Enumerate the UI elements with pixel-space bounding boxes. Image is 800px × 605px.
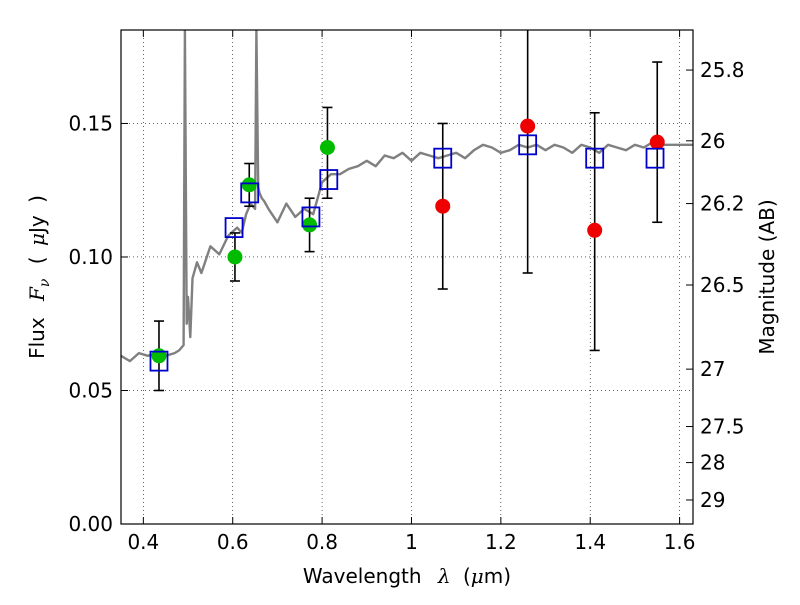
observed-nir-point <box>435 198 451 214</box>
x-axis-title-mu: μ <box>471 564 484 588</box>
y2-tick-label: 28 <box>700 451 725 475</box>
observed-optical-point <box>227 249 243 265</box>
y-axis-title-paren-open: ( <box>25 256 49 264</box>
y-tick-label: 0.15 <box>68 111 113 135</box>
errorbar-layer <box>153 30 663 392</box>
y2-tick-label: 29 <box>700 488 725 512</box>
plot-frame <box>120 29 694 525</box>
y-tick-label: 0.10 <box>68 245 113 269</box>
model-photometry-square <box>224 217 244 239</box>
y-axis-title-symbol: F <box>25 286 49 302</box>
model-photometry-square <box>240 182 260 204</box>
ticks-layer: 0.4 0.6 0.8 1 1.2 1.4 1.6 0.00 0.05 0.10 0.15 25.8 2… <box>68 30 745 554</box>
y-axis-title-word: Flux <box>25 317 49 359</box>
y-tick-label: 0.05 <box>68 378 113 402</box>
y2-tick-label: 26 <box>700 129 725 153</box>
x-tick-label: 1.2 <box>485 530 517 554</box>
y2-axis-title: Magnitude (AB) <box>755 199 779 354</box>
model-photometry-square <box>518 134 538 156</box>
y-axis-title: Flux Fν ( μJy ) <box>25 195 54 359</box>
observed-nir-point <box>587 222 603 238</box>
y-axis-title-subscript: ν <box>37 278 53 287</box>
x-axis-title-unit: m) <box>484 564 511 588</box>
model-photometry-square <box>585 147 605 169</box>
model-photometry-square <box>149 350 169 372</box>
x-tick-label: 0.6 <box>217 530 249 554</box>
y2-tick-label: 25.8 <box>700 58 745 82</box>
observed-nir-point <box>649 134 665 150</box>
grid-layer <box>121 30 693 524</box>
x-tick-label: 1.4 <box>574 530 606 554</box>
observed-optical-point <box>241 177 257 193</box>
x-tick-label: 0.4 <box>127 530 159 554</box>
model-photometry-square <box>301 206 321 228</box>
model-photometry-square <box>319 169 339 190</box>
x-tick-label: 0.8 <box>306 530 338 554</box>
y2-tick-label: 27 <box>700 357 725 381</box>
model-spectrum-line <box>121 30 693 363</box>
x-tick-label: 1.6 <box>664 530 696 554</box>
observed-optical-point <box>319 139 335 155</box>
points-layer <box>149 118 665 372</box>
model-photometry-square <box>645 147 665 169</box>
y2-tick-label: 27.5 <box>700 415 745 439</box>
x-tick-label: 1 <box>405 530 418 554</box>
y-axis-title-mu: μ <box>25 233 49 246</box>
observed-optical-point <box>302 217 318 233</box>
y2-tick-label: 26.2 <box>700 192 745 216</box>
x-axis-title-symbol: λ <box>437 564 451 588</box>
y2-tick-label: 26.5 <box>700 273 745 297</box>
y-axis-title-unit: Jy <box>25 215 49 235</box>
observed-nir-point <box>520 118 536 134</box>
y-axis-title-paren-close: ) <box>25 195 49 203</box>
model-photometry-square <box>433 147 453 169</box>
x-axis-title-paren: ( <box>463 564 471 588</box>
model-spectrum-layer <box>121 30 693 363</box>
x-axis-title: Wavelength λ (μm) <box>303 564 511 588</box>
x-axis-title-word: Wavelength <box>303 564 422 588</box>
y-tick-label: 0.00 <box>68 512 113 536</box>
